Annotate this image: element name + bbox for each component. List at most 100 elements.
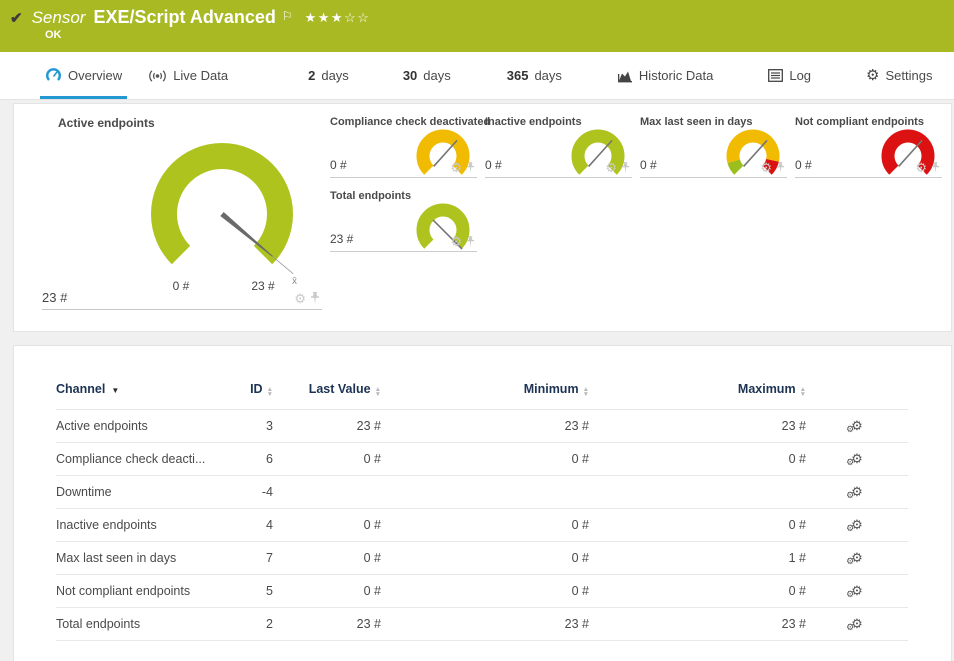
tab-historic-data[interactable]: Historic Data (612, 52, 718, 99)
sort-icon: ▲▼ (375, 387, 381, 397)
cell-maximum: 23 # (589, 410, 806, 443)
gauge-card: Max last seen in days 0 # ⚙ (640, 116, 787, 178)
gauge-card: Inactive endpoints 0 # ⚙ (485, 116, 632, 178)
tab-365-days[interactable]: 365 days (502, 52, 567, 99)
cell-actions: ⚙⚙ (806, 608, 908, 641)
gauge-value: 23 # (42, 290, 67, 305)
area-chart-icon (617, 69, 633, 83)
cell-actions: ⚙⚙ (806, 575, 908, 608)
sort-icon: ▲▼ (583, 387, 589, 397)
gauge-settings-icon[interactable]: ⚙ (294, 292, 306, 305)
pin-icon[interactable] (310, 292, 320, 305)
cell-channel: Active endpoints (56, 410, 206, 443)
tab-live-data[interactable]: Live Data (143, 52, 233, 99)
primary-gauge-card: Active endpoints 0 # 23 # x̄ 23 # ⚙ (42, 116, 322, 331)
pin-icon[interactable] (931, 162, 940, 174)
tab-label: days (321, 68, 348, 83)
gauge-value: 0 # (795, 158, 812, 172)
tab-bar: Overview Live Data 2 days 30 days 365 da… (0, 52, 954, 100)
gauge-title: Total endpoints (330, 190, 477, 202)
edit-channel-icon[interactable]: ⚙⚙ (851, 419, 863, 433)
edit-channel-icon[interactable]: ⚙⚙ (851, 452, 863, 466)
edit-channel-icon[interactable]: ⚙⚙ (851, 584, 863, 598)
cell-minimum (381, 476, 589, 509)
cell-id: 2 (206, 608, 273, 641)
gauge-settings-icon[interactable]: ⚙ (760, 161, 772, 174)
table-row[interactable]: Total endpoints 2 23 # 23 # 23 # ⚙⚙ (56, 608, 908, 641)
gauge-value: 23 # (330, 232, 353, 246)
cell-channel: Max last seen in days (56, 542, 206, 575)
gauge-settings-icon[interactable]: ⚙ (915, 161, 927, 174)
cell-last-value: 23 # (273, 410, 381, 443)
cell-minimum: 23 # (381, 410, 589, 443)
channel-table: Channel▼ ID▲▼ Last Value▲▼ Minimum▲▼ Max… (56, 374, 908, 641)
tab-label: Overview (68, 68, 122, 83)
table-row[interactable]: Inactive endpoints 4 0 # 0 # 0 # ⚙⚙ (56, 509, 908, 542)
gauge-card: Not compliant endpoints 0 # ⚙ (795, 116, 942, 178)
pin-icon[interactable] (466, 162, 475, 174)
priority-stars[interactable]: ★★★☆☆ (305, 10, 371, 26)
gauge-card: Compliance check deactivated 0 # ⚙ (330, 116, 477, 178)
cell-last-value (273, 476, 381, 509)
cell-channel: Downtime (56, 476, 206, 509)
cell-id: 7 (206, 542, 273, 575)
cell-last-value: 0 # (273, 575, 381, 608)
flag-icon[interactable]: ⚐ (282, 9, 293, 23)
page-title: EXE/Script Advanced (93, 7, 275, 28)
tab-settings[interactable]: ⚙ Settings (861, 52, 937, 99)
cell-last-value: 0 # (273, 443, 381, 476)
gauge-title: Max last seen in days (640, 116, 787, 128)
column-header-minimum[interactable]: Minimum▲▼ (381, 374, 589, 410)
tab-30-days[interactable]: 30 days (398, 52, 456, 99)
cell-minimum: 0 # (381, 509, 589, 542)
cell-maximum (589, 476, 806, 509)
broadcast-icon (148, 69, 167, 83)
cell-minimum: 0 # (381, 575, 589, 608)
page-content: Active endpoints 0 # 23 # x̄ 23 # ⚙ Comp… (0, 100, 954, 661)
gauge-settings-icon[interactable]: ⚙ (450, 161, 462, 174)
table-row[interactable]: Active endpoints 3 23 # 23 # 23 # ⚙⚙ (56, 410, 908, 443)
table-row[interactable]: Not compliant endpoints 5 0 # 0 # 0 # ⚙⚙ (56, 575, 908, 608)
gauge-chart (415, 202, 471, 258)
sort-icon: ▲▼ (800, 387, 806, 397)
gauge-value: 0 # (330, 158, 347, 172)
cell-channel: Total endpoints (56, 608, 206, 641)
cell-channel: Inactive endpoints (56, 509, 206, 542)
edit-channel-icon[interactable]: ⚙⚙ (851, 518, 863, 532)
pin-icon[interactable] (466, 236, 475, 248)
tab-2-days[interactable]: 2 days (303, 52, 354, 99)
gauges-panel: Active endpoints 0 # 23 # x̄ 23 # ⚙ Comp… (13, 103, 952, 332)
gauge-value: 0 # (640, 158, 657, 172)
column-header-actions (806, 374, 908, 410)
edit-channel-icon[interactable]: ⚙⚙ (851, 617, 863, 631)
status-check-icon: ✔ (10, 9, 23, 27)
column-header-maximum[interactable]: Maximum▲▼ (589, 374, 806, 410)
sensor-header: ✔ Sensor EXE/Script Advanced ⚐ ★★★☆☆ OK (0, 0, 954, 52)
gauge-arc (164, 156, 293, 274)
cell-maximum: 23 # (589, 608, 806, 641)
cell-minimum: 0 # (381, 542, 589, 575)
gauge-chart (415, 128, 471, 184)
cell-channel: Not compliant endpoints (56, 575, 206, 608)
table-row[interactable]: Compliance check deacti... 6 0 # 0 # 0 #… (56, 443, 908, 476)
edit-channel-icon[interactable]: ⚙⚙ (851, 485, 863, 499)
gauge-settings-icon[interactable]: ⚙ (605, 161, 617, 174)
column-header-last-value[interactable]: Last Value▲▼ (273, 374, 381, 410)
gauge-chart (725, 128, 781, 184)
tab-log[interactable]: Log (763, 52, 816, 99)
edit-channel-icon[interactable]: ⚙⚙ (851, 551, 863, 565)
cell-actions: ⚙⚙ (806, 443, 908, 476)
tab-label: Live Data (173, 68, 228, 83)
object-kind-label: Sensor (32, 8, 86, 28)
column-header-channel[interactable]: Channel▼ (56, 374, 206, 410)
column-header-id[interactable]: ID▲▼ (206, 374, 273, 410)
pin-icon[interactable] (776, 162, 785, 174)
table-row[interactable]: Downtime -4 ⚙⚙ (56, 476, 908, 509)
tab-overview[interactable]: Overview (40, 52, 127, 99)
gauge-card: Total endpoints 23 # ⚙ (330, 190, 477, 252)
pin-icon[interactable] (621, 162, 630, 174)
cell-minimum: 23 # (381, 608, 589, 641)
table-row[interactable]: Max last seen in days 7 0 # 0 # 1 # ⚙⚙ (56, 542, 908, 575)
gauge-settings-icon[interactable]: ⚙ (450, 235, 462, 248)
cell-maximum: 0 # (589, 509, 806, 542)
